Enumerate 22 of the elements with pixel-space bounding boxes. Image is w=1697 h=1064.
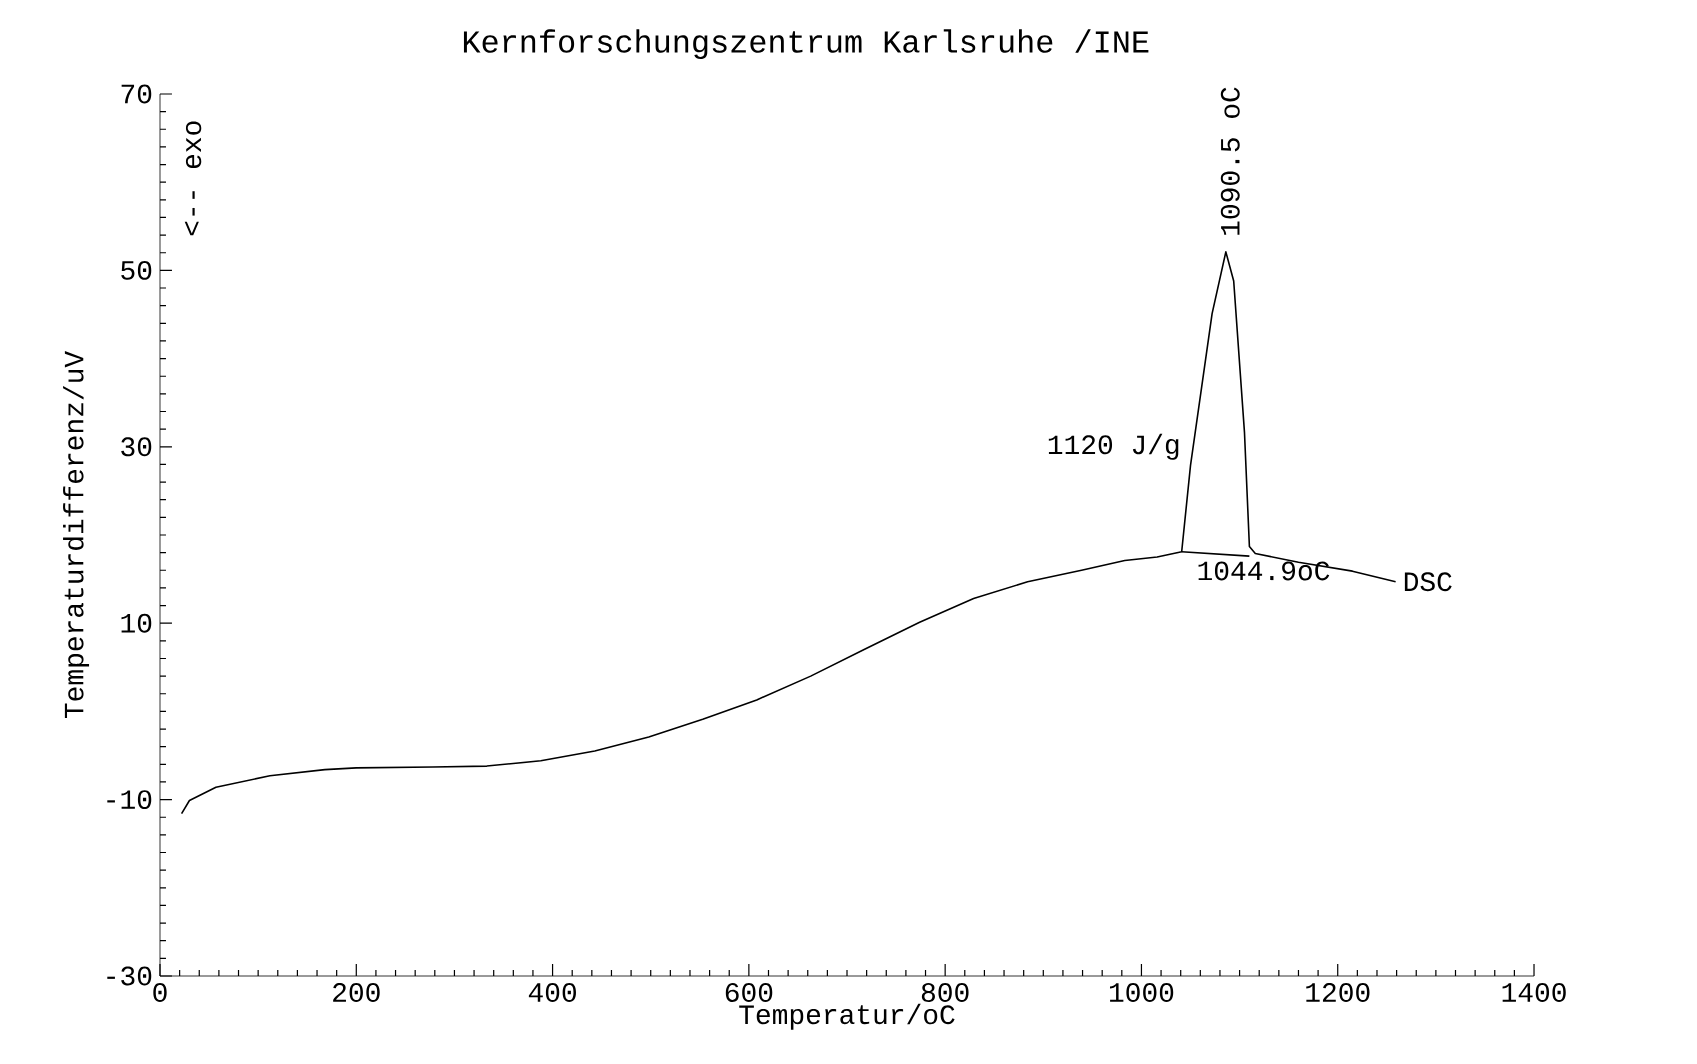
x-tick-label: 1200 [1306, 983, 1370, 1002]
annotation: <-- exo [184, 121, 202, 236]
x-tick-label: 1400 [1502, 983, 1566, 1002]
y-tick-label: 70 [121, 84, 152, 104]
x-tick-label: 0 [153, 983, 167, 1002]
annotation: 1120 J/g [1048, 433, 1179, 460]
y-axis-title: Temperaturdifferenz/uV [63, 351, 90, 719]
chart-title: Kernforschungszentrum Karlsruhe /INE [463, 29, 1149, 60]
annotation: 1044.9oC [1198, 561, 1330, 581]
y-tick-label: 10 [121, 613, 152, 633]
x-axis-title: Temperatur/oC [739, 1003, 955, 1030]
x-tick-label: 200 [333, 983, 380, 1002]
y-tick-label: 50 [121, 260, 152, 280]
x-tick-label: 400 [528, 983, 576, 1002]
x-tick-label: 1000 [1109, 983, 1174, 1002]
x-tick-label: 600 [725, 983, 773, 1002]
series-label: DSC [1404, 572, 1452, 592]
y-tick-label: -10 [107, 790, 152, 810]
y-tick-label: 30 [121, 437, 152, 457]
x-tick-label: 800 [921, 983, 969, 1002]
y-tick-label: -30 [107, 966, 152, 986]
annotation: 1090.5 oC [1220, 87, 1240, 235]
